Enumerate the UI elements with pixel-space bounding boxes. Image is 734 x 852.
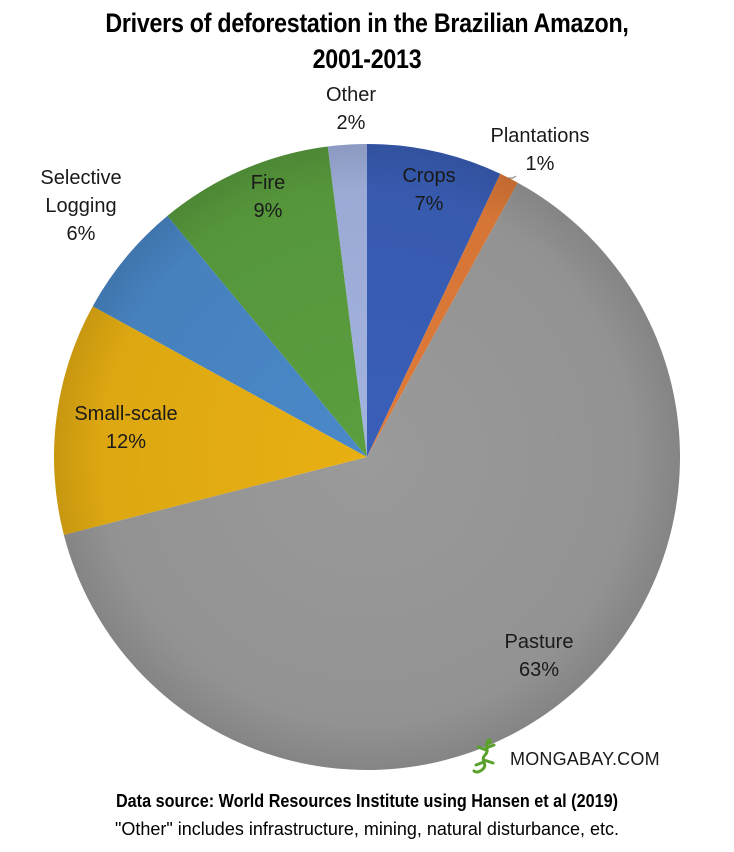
gecko-logo-icon — [472, 738, 496, 774]
slice-label-crops: Crops 7% — [402, 165, 455, 215]
slice-label-plantations: Plantations 1% — [491, 125, 590, 175]
slice-label-small-scale: Small-scale 12% — [74, 403, 177, 453]
footnote-text: "Other" includes infrastructure, mining,… — [114, 819, 620, 839]
slice-label-fire: Fire 9% — [251, 172, 285, 222]
chart-title-line1: Drivers of deforestation in the Brazilia… — [105, 8, 629, 38]
mongabay-logo-text: MONGABAY.COM — [510, 749, 660, 769]
slice-label-pasture: Pasture 63% — [505, 631, 574, 681]
pie-slices — [54, 144, 680, 770]
plantations-leader-line — [508, 175, 517, 179]
slice-labels: Crops 7% Plantations 1% Pasture 63% Small-scal… — [40, 84, 589, 681]
slice-label-other: Other 2% — [326, 84, 376, 134]
chart-title-line2: 2001-2013 — [312, 44, 422, 74]
slice-label-selective-logging: Selective Logging 6% — [40, 167, 121, 245]
data-source-text: Data source: World Resources Institute u… — [115, 791, 619, 811]
